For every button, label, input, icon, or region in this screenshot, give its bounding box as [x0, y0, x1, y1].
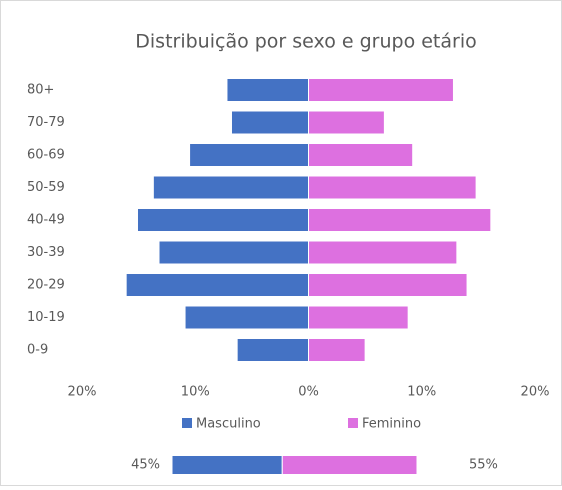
- share-label: 45%: [131, 458, 160, 473]
- x-tick-label: 20%: [521, 385, 550, 400]
- x-tick-label: 20%: [68, 385, 97, 400]
- bar: [308, 175, 477, 200]
- bar: [125, 273, 310, 297]
- bar: [308, 305, 409, 330]
- bar: [226, 78, 310, 102]
- chart-title: Distribuição por sexo e grupo etário: [135, 31, 476, 53]
- x-tick-label: 10%: [181, 385, 210, 400]
- y-tick-label: 20-29: [27, 278, 65, 293]
- y-tick-label: 30-39: [27, 245, 65, 260]
- legend-swatch: [182, 418, 192, 428]
- legend-label: Masculino: [196, 417, 261, 432]
- y-tick-label: 60-69: [27, 148, 65, 163]
- bar: [136, 208, 309, 232]
- bar: [308, 110, 385, 135]
- x-tick-label: 0%: [298, 385, 319, 400]
- share-label: 55%: [469, 458, 498, 473]
- y-tick-label: 70-79: [27, 115, 65, 130]
- bar: [189, 143, 309, 167]
- y-tick-label: 0-9: [27, 343, 48, 358]
- bar: [308, 78, 454, 102]
- bar: [152, 175, 309, 200]
- y-tick-label: 80+: [27, 83, 54, 98]
- legend-label: Feminino: [362, 417, 421, 432]
- x-tick-label: 10%: [407, 385, 436, 400]
- bar: [158, 240, 309, 265]
- bar: [308, 143, 414, 167]
- bar: [308, 338, 366, 362]
- bar: [236, 338, 309, 362]
- bar: [308, 273, 468, 297]
- y-tick-label: 40-49: [27, 213, 65, 228]
- y-tick-label: 50-59: [27, 180, 65, 195]
- share-bar: [171, 455, 283, 475]
- bar: [308, 240, 458, 265]
- bar: [184, 305, 309, 330]
- share-bar: [281, 455, 418, 475]
- bar: [230, 110, 310, 135]
- bar: [308, 208, 492, 232]
- y-tick-label: 10-19: [27, 310, 65, 325]
- legend-swatch: [348, 418, 358, 428]
